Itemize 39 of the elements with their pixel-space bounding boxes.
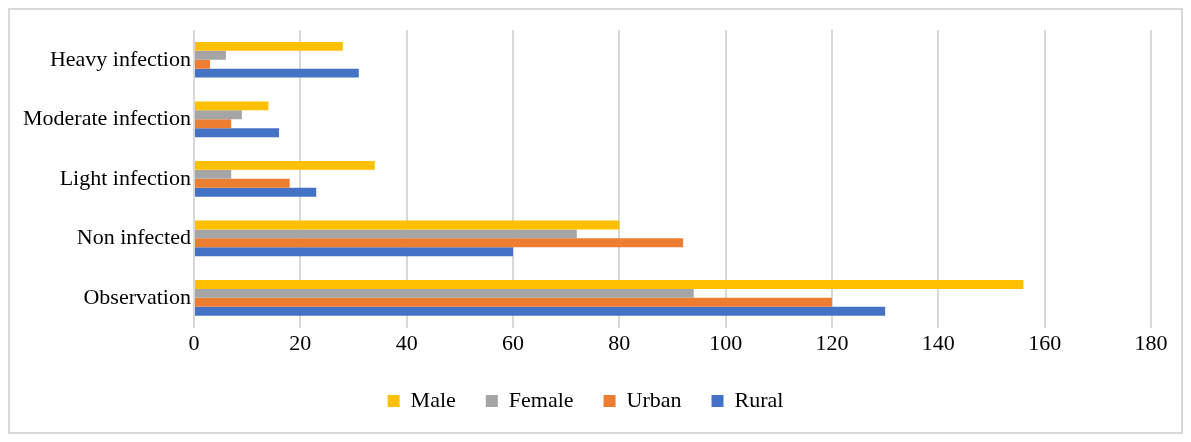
bar xyxy=(194,160,375,170)
bar xyxy=(194,128,280,138)
bar xyxy=(194,288,694,298)
x-tick-label: 160 xyxy=(1028,329,1062,355)
bar xyxy=(194,238,684,248)
y-tick-label: Light infection xyxy=(59,164,191,190)
bar xyxy=(194,279,1024,289)
legend-label: Female xyxy=(508,386,574,412)
legend-label: Male xyxy=(410,386,456,412)
y-tick-label: Non infected xyxy=(76,224,191,250)
y-tick-label: Moderate infection xyxy=(22,105,191,131)
bar xyxy=(194,68,359,78)
x-tick-label: 120 xyxy=(815,329,849,355)
bar xyxy=(194,297,832,307)
legend-label: Rural xyxy=(734,386,784,412)
bar xyxy=(194,50,226,60)
bar xyxy=(194,229,577,239)
bar xyxy=(194,169,232,179)
bar xyxy=(194,119,232,129)
bar xyxy=(194,110,242,120)
y-tick-label: Heavy infection xyxy=(49,45,191,71)
bar xyxy=(194,220,620,230)
bar xyxy=(194,41,343,51)
legend-label: Urban xyxy=(626,386,682,412)
x-tick-label: 180 xyxy=(1134,329,1168,355)
bar xyxy=(194,101,269,111)
x-tick-label: 0 xyxy=(188,329,200,355)
bar xyxy=(194,178,290,188)
y-tick-label: Observation xyxy=(83,283,191,309)
x-tick-label: 140 xyxy=(921,329,955,355)
x-tick-label: 40 xyxy=(395,329,418,355)
bar xyxy=(194,247,513,257)
x-tick-label: 100 xyxy=(709,329,743,355)
x-tick-label: 60 xyxy=(501,329,524,355)
x-tick-label: 20 xyxy=(289,329,312,355)
bar xyxy=(194,187,317,197)
x-tick-label: 80 xyxy=(608,329,631,355)
bar xyxy=(194,306,886,316)
bar xyxy=(194,59,210,69)
